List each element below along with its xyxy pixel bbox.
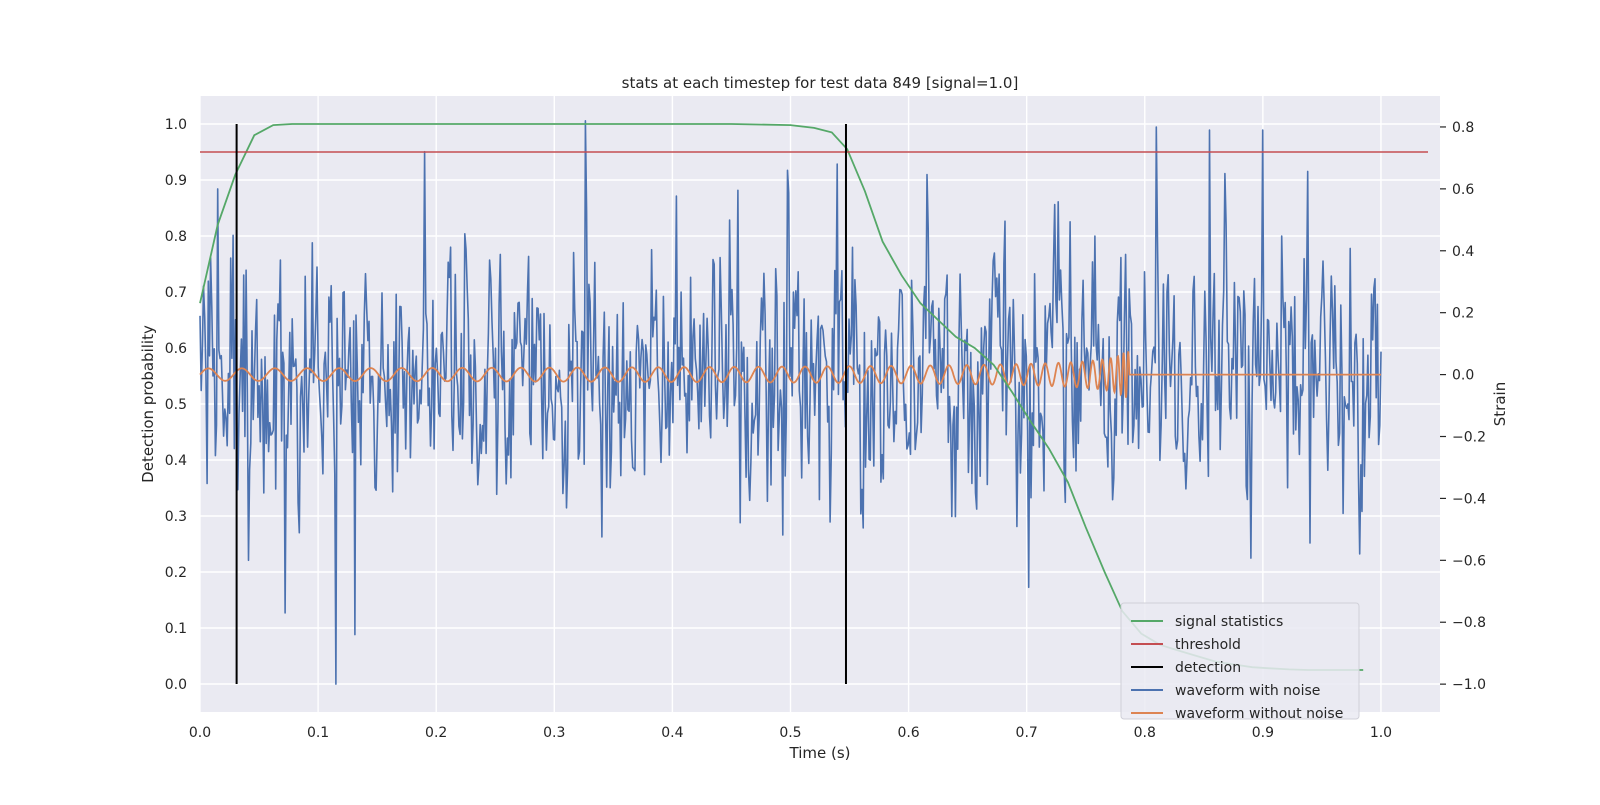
y-right-tick-label: 0.2: [1452, 306, 1474, 322]
y-right-tick-label: 0.8: [1452, 120, 1474, 136]
x-tick-label: 0.1: [307, 725, 329, 741]
y-right-tick-label: −0.6: [1452, 553, 1486, 569]
grid: [199, 96, 1440, 712]
x-tick-label: 0.6: [897, 725, 919, 741]
y-right-tick-label: 0.6: [1452, 182, 1474, 198]
y-axis-right-label: Strain: [1491, 382, 1509, 426]
x-tick-label: 0.2: [425, 725, 447, 741]
x-tick-label: 0.8: [1134, 725, 1156, 741]
legend-label: waveform without noise: [1175, 706, 1343, 722]
x-tick-label: 0.3: [543, 725, 565, 741]
x-tick-label: 0.0: [189, 725, 211, 741]
y-tick-label: 0.7: [165, 285, 187, 301]
legend: signal statistics threshold detection wavef…: [1120, 602, 1360, 722]
x-tick-label: 0.9: [1252, 725, 1274, 741]
waveform-without-noise-layer: [199, 351, 1381, 398]
y-tick-label: 0.8: [165, 229, 187, 245]
x-tick-label: 0.5: [779, 725, 801, 741]
y-right-tick-label: −0.4: [1452, 491, 1486, 507]
y-tick-label: 0.9: [165, 173, 187, 189]
legend-label: threshold: [1175, 637, 1241, 653]
legend-label: detection: [1175, 660, 1241, 676]
legend-box: [1120, 602, 1360, 720]
y-right-tick-label: −1.0: [1452, 677, 1486, 693]
y-tick-label: 1.0: [165, 117, 187, 133]
y-tick-label: 0.2: [165, 565, 187, 581]
waveform-with-noise-layer: [199, 120, 1382, 685]
y-right-tick-label: −0.8: [1452, 615, 1486, 631]
chart-title: stats at each timestep for test data 849…: [622, 74, 1019, 92]
legend-label: waveform with noise: [1175, 683, 1320, 699]
waveform-with-noise-line: [199, 120, 1382, 685]
y-right-tick-label: −0.2: [1452, 430, 1486, 446]
y-tick-label: 0.5: [165, 397, 187, 413]
x-axis-label: Time (s): [789, 744, 851, 762]
x-tick-label: 0.4: [661, 725, 683, 741]
y-right-tick-label: 0.4: [1452, 244, 1474, 260]
legend-label: signal statistics: [1175, 614, 1283, 630]
y-right-tick-label: 0.0: [1452, 368, 1474, 384]
y-tick-label: 0.3: [165, 509, 187, 525]
y-tick-label: 0.6: [165, 341, 187, 357]
x-tick-label: 1.0: [1370, 725, 1392, 741]
y-tick-label: 0.0: [165, 677, 187, 693]
x-tick-label: 0.7: [1016, 725, 1038, 741]
y-axis-label: Detection probability: [139, 325, 157, 483]
waveform-without-noise-line: [199, 351, 1381, 398]
y-tick-label: 0.1: [165, 621, 187, 637]
y-tick-label: 0.4: [165, 453, 187, 469]
detection-layer: [235, 124, 847, 684]
ticks: 0.0 0.1 0.2 0.3 0.4 0.5 0.6 0.7 0.8 0.9 1.0 0.0 0.1 0…: [165, 117, 1486, 741]
